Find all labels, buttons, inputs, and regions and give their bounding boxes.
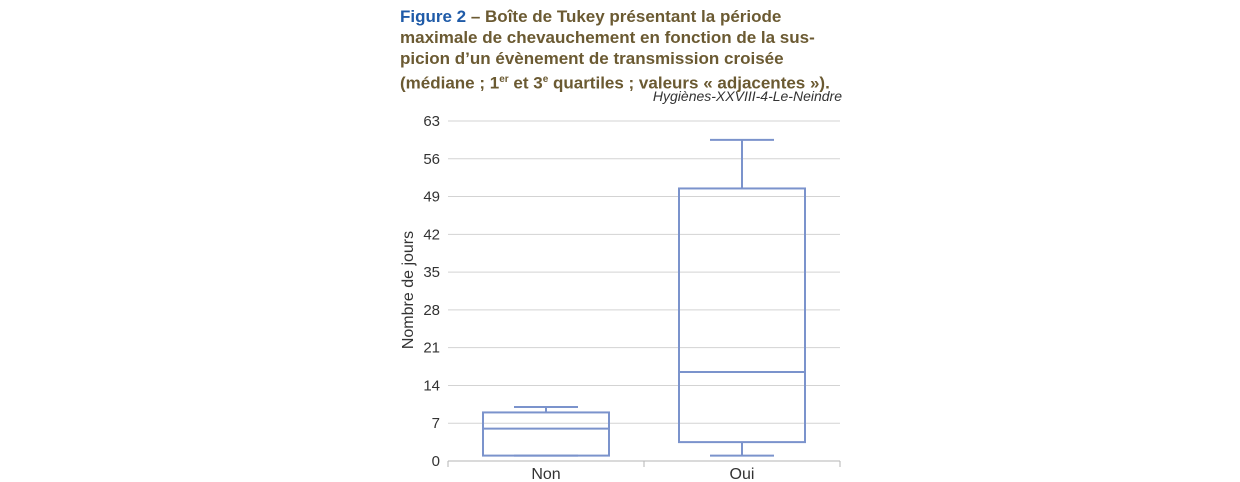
y-tick-label: 21	[423, 340, 440, 357]
box-non	[482, 406, 610, 457]
grid-lines	[448, 120, 840, 462]
figure-label: Figure 2	[400, 7, 467, 26]
y-tick-label: 7	[432, 415, 440, 432]
box-oui	[678, 138, 806, 457]
x-axis: Non Oui	[447, 460, 841, 482]
interquartile-box	[678, 187, 806, 444]
interquartile-box	[482, 411, 610, 457]
figure-caption: Figure 2 – Boîte de Tukey présentant la …	[400, 6, 850, 94]
y-tick-label: 28	[423, 302, 440, 319]
caption-line-4b: et 3	[508, 73, 543, 93]
y-tick-label: 14	[423, 377, 440, 394]
x-category-label: Oui	[730, 466, 755, 482]
caption-dash: –	[466, 7, 486, 26]
y-tick-label: 35	[423, 264, 440, 281]
caption-line-3: picion d’un évènement de transmission cr…	[400, 49, 784, 68]
y-tick-label: 56	[423, 151, 440, 168]
y-axis-title: Nombre de jours	[400, 231, 417, 349]
caption-line-4a: (médiane ; 1	[400, 73, 500, 93]
y-tick-label: 0	[432, 453, 440, 470]
caption-line-1: Boîte de Tukey présentant la période	[485, 7, 782, 26]
y-tick-label: 42	[423, 226, 440, 243]
box-series	[482, 138, 806, 457]
x-category-label: Non	[531, 466, 560, 482]
caption-sup-2: e	[542, 74, 549, 85]
source-credit: Hygiènes-XXVIII-4-Le-Neindre	[652, 88, 842, 104]
y-tick-label: 63	[423, 113, 440, 130]
caption-sup-1: er	[499, 74, 509, 85]
y-tick-label: 49	[423, 189, 440, 206]
y-tick-labels: 0 7 14 21 28 35 42 49 56 63	[423, 113, 440, 470]
caption-line-2: maximale de chevauchement en fonction de…	[400, 28, 815, 47]
caption-line-4c: quartiles ; valeurs « adjacentes »).	[548, 73, 830, 93]
